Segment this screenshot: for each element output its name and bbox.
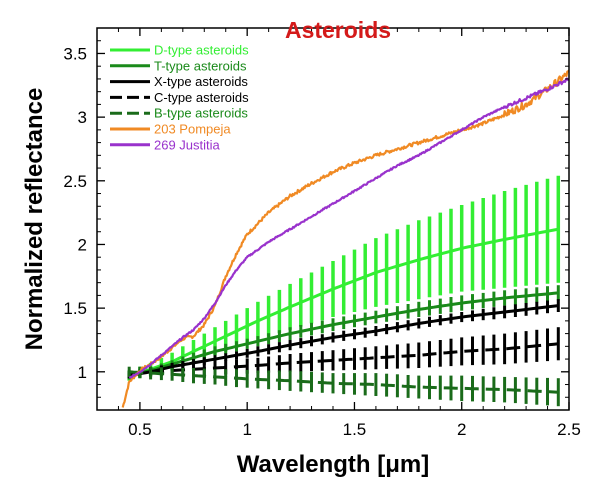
legend-item-269-justitia: 269 Justitia: [110, 137, 221, 152]
series-layer: [121, 69, 569, 408]
y-tick-label: 1.5: [63, 299, 87, 318]
y-tick-label: 1: [78, 363, 87, 382]
legend-label: B-type asteroids: [154, 106, 248, 121]
series-203-pompeja: [121, 69, 569, 408]
series-line-203-pompeja: [121, 69, 569, 408]
series-b-type-asteroids: [127, 366, 560, 407]
series-c-type-asteroids: [127, 327, 560, 379]
series-d-type-asteroids: [127, 175, 561, 381]
ticks-layer: 0.5 1 1.5 2 2.5 1 1.5 2 2.5 3 3.5: [63, 28, 581, 439]
x-tick-label: 1: [242, 420, 251, 439]
chart-title: Asteroids: [285, 17, 391, 43]
x-tick-label: 2: [457, 420, 466, 439]
legend-item-b-type-asteroids: B-type asteroids: [110, 106, 248, 121]
legend-item-c-type-asteroids: C-type asteroids: [110, 90, 249, 105]
y-axis-title: Normalized reflectance: [21, 88, 48, 351]
series-t-type-asteroids: [127, 285, 560, 380]
series-x-type-asteroids: [127, 299, 560, 379]
legend-label: 203 Pompeja: [154, 122, 231, 137]
series-line-t-type-asteroids: [128, 291, 559, 378]
series-line-d-type-asteroids: [128, 227, 559, 378]
series-line-c-type-asteroids: [129, 342, 559, 376]
legend-item-x-type-asteroids: X-type asteroids: [110, 74, 248, 89]
y-tick-label: 3.5: [63, 44, 87, 63]
x-tick-label: 2.5: [557, 420, 581, 439]
series-line-x-type-asteroids: [128, 304, 559, 378]
y-tick-label: 2.5: [63, 172, 87, 191]
legend-item-d-type-asteroids: D-type asteroids: [110, 43, 249, 58]
legend-item-t-type-asteroids: T-type asteroids: [110, 58, 247, 73]
y-tick-label: 2: [78, 235, 87, 254]
x-tick-label: 0.5: [128, 420, 152, 439]
y-tick-label: 3: [78, 108, 87, 127]
legend-label: 269 Justitia: [154, 137, 221, 152]
x-axis-title: Wavelength [μm]: [237, 451, 429, 478]
series-line-b-type-asteroids: [129, 370, 559, 394]
legend-label: T-type asteroids: [154, 58, 247, 73]
x-tick-label: 1.5: [343, 420, 367, 439]
legend-label: X-type asteroids: [154, 74, 248, 89]
legend-label: D-type asteroids: [154, 43, 249, 58]
series-269-justitia: [128, 77, 569, 379]
series-line-269-justitia: [128, 77, 569, 379]
legend-label: C-type asteroids: [154, 90, 249, 105]
legend-item-203-pompeja: 203 Pompeja: [110, 122, 231, 137]
